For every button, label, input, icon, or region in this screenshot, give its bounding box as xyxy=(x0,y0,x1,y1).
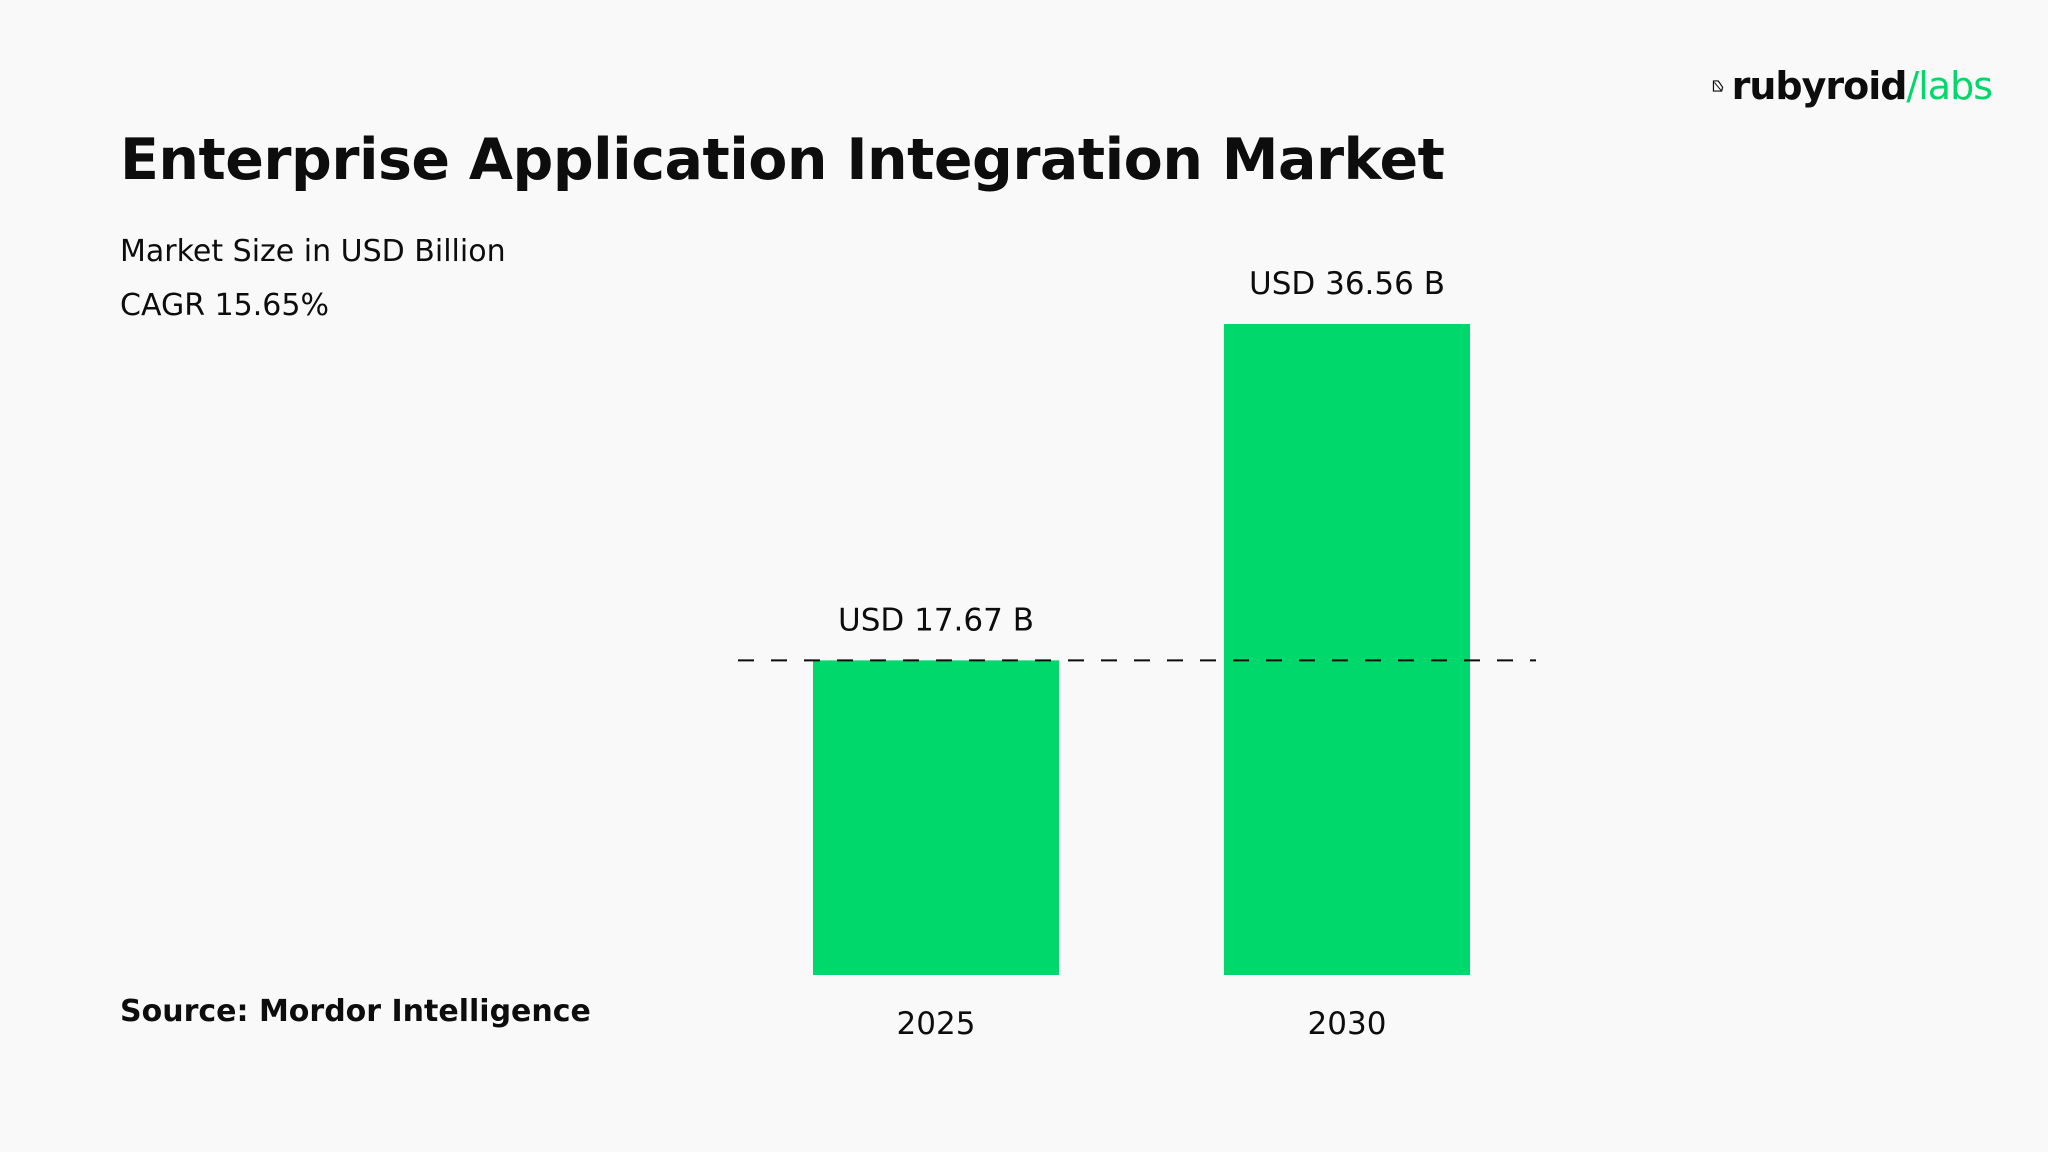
bar-value-label: USD 17.67 B xyxy=(838,602,1034,638)
chart-subtitle: Market Size in USD Billion xyxy=(120,234,506,269)
page-title: Enterprise Application Integration Marke… xyxy=(120,127,1445,193)
bar-value-label: USD 36.56 B xyxy=(1249,266,1445,302)
logo-wordmark: rubyroid xyxy=(1731,64,1908,108)
x-tick-label: 2025 xyxy=(897,1006,976,1042)
logo-accent: /labs xyxy=(1906,64,1993,108)
bar-2025 xyxy=(813,660,1059,975)
bar-2030 xyxy=(1224,324,1470,975)
rubyroid-logo-icon xyxy=(1712,80,1724,92)
cagr-label: CAGR 15.65% xyxy=(120,288,329,323)
brand-logo[interactable]: rubyroid/labs xyxy=(1712,56,1993,116)
x-tick-label: 2030 xyxy=(1308,1006,1387,1042)
source-note: Source: Mordor Intelligence xyxy=(120,994,591,1029)
